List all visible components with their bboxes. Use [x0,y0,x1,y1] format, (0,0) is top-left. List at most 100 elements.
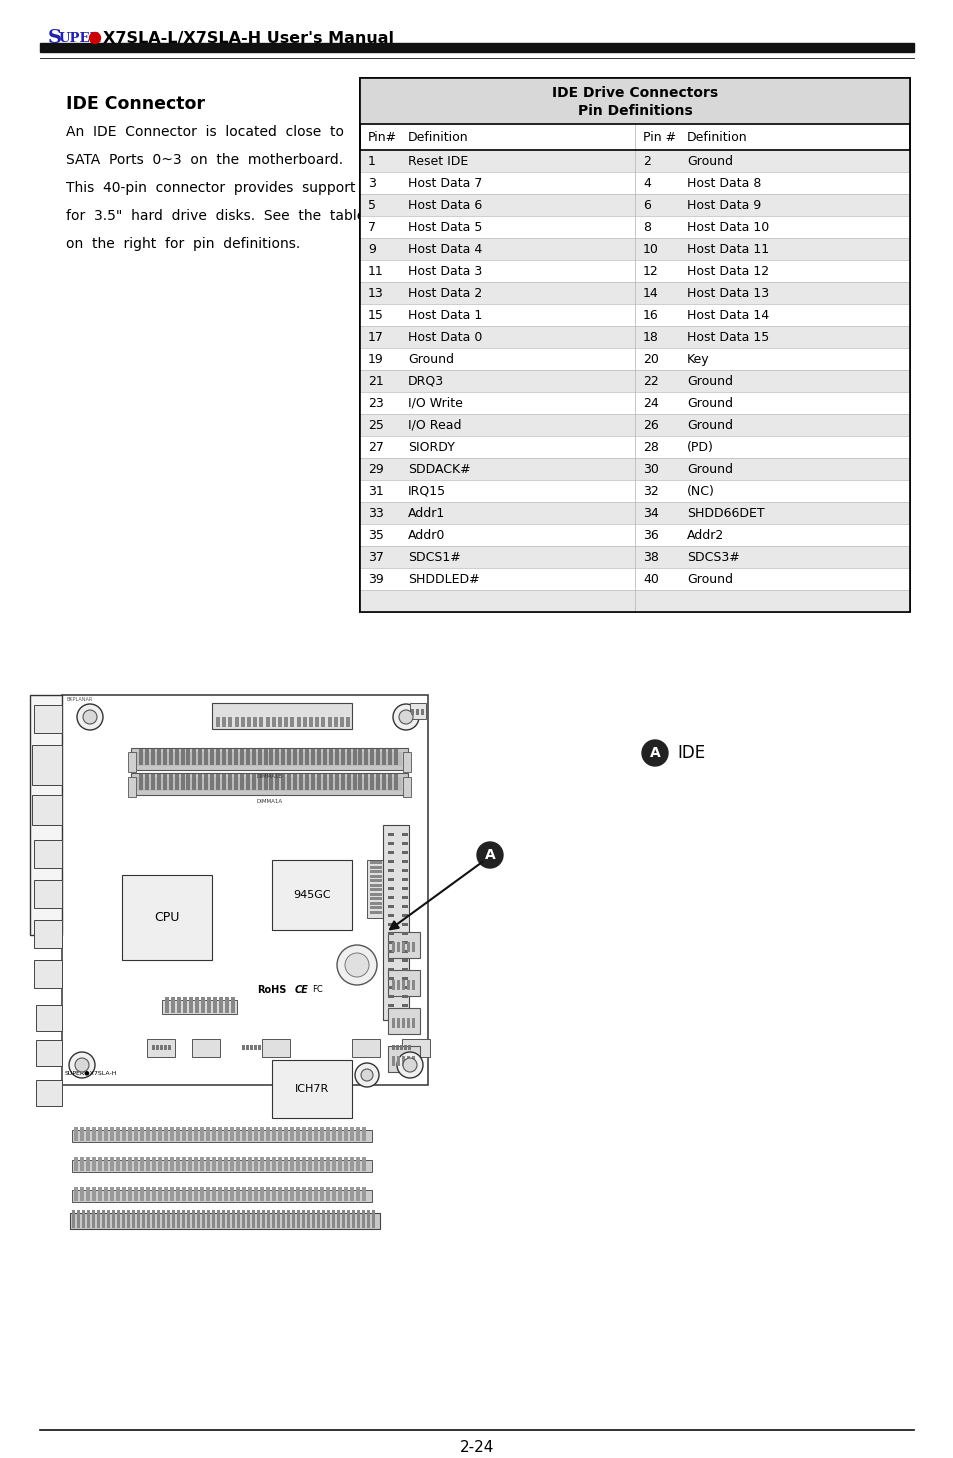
Bar [370,884,381,886]
Bar [104,1127,108,1142]
Text: 27: 27 [368,440,383,453]
Bar [382,749,386,765]
Bar [260,1127,264,1142]
Bar [110,1187,113,1201]
Bar [375,749,380,765]
Text: (PD): (PD) [686,440,713,453]
Bar [277,1127,282,1142]
Bar [139,774,143,790]
Text: X7SLA-L/X7SLA-H User's Manual: X7SLA-L/X7SLA-H User's Manual [103,31,394,45]
Bar [252,749,255,765]
Bar [296,717,300,728]
Bar [355,1127,359,1142]
Bar [388,977,394,980]
Text: 37: 37 [368,551,383,563]
Bar [290,1127,294,1142]
Bar [408,1045,411,1050]
Text: Host Data 4: Host Data 4 [408,242,482,255]
Bar [200,1158,204,1171]
Bar [359,480,909,502]
Bar [239,774,244,790]
Bar [302,1187,306,1201]
Bar [218,1127,222,1142]
Bar [206,1187,210,1201]
Bar [180,749,184,765]
Bar [263,749,267,765]
Bar [287,749,291,765]
Bar [262,1040,290,1057]
Bar [91,1158,96,1171]
Bar [156,1045,159,1050]
Text: Host Data 9: Host Data 9 [686,198,760,211]
Bar [242,1158,246,1171]
Bar [382,774,386,790]
Bar [299,749,303,765]
Bar [152,1187,156,1201]
Bar [361,1210,365,1228]
Bar [193,1187,198,1201]
Bar [401,994,408,997]
Text: 18: 18 [642,331,659,344]
Text: I/O Write: I/O Write [408,397,462,410]
Bar [36,1005,62,1031]
Bar [164,1127,168,1142]
Bar [282,1210,285,1228]
Bar [71,1210,75,1228]
Bar [401,843,408,846]
Bar [326,1158,330,1171]
Bar [316,1210,319,1228]
Bar [131,748,408,770]
Circle shape [69,1053,95,1077]
Bar [98,1158,102,1171]
Bar [188,1158,192,1171]
Bar [350,1187,354,1201]
Bar [272,1210,274,1228]
Bar [394,749,397,765]
Bar [287,1210,290,1228]
Bar [224,1158,228,1171]
Bar [213,997,216,1013]
Bar [163,749,167,765]
Text: 15: 15 [368,309,383,322]
Bar [353,774,356,790]
Bar [187,1210,190,1228]
Circle shape [393,704,418,730]
Bar [370,901,381,904]
Circle shape [345,954,369,977]
Text: This  40-pin  connector  provides  support: This 40-pin connector provides support [66,181,355,195]
Bar [34,959,62,989]
Bar [77,1210,80,1228]
Bar [222,717,226,728]
Bar [248,1158,252,1171]
Bar [341,1210,345,1228]
Bar [364,749,368,765]
Bar [193,1158,198,1171]
Bar [275,749,279,765]
Bar [34,840,62,868]
Bar [266,1187,270,1201]
Text: A: A [484,849,495,862]
Bar [334,717,337,728]
Bar [359,260,909,281]
Bar [401,897,408,900]
Bar [388,923,394,926]
Bar [332,1158,335,1171]
Bar [230,1187,233,1201]
Bar [182,1158,186,1171]
Text: 35: 35 [368,528,383,541]
Bar [212,703,352,729]
Bar [247,1210,250,1228]
Bar [267,1210,270,1228]
Bar [370,866,381,869]
Circle shape [83,710,97,725]
Text: SDCS1#: SDCS1# [408,551,460,563]
Bar [401,886,408,889]
Bar [257,749,261,765]
Text: 7: 7 [368,220,375,233]
Bar [133,1187,138,1201]
Bar [239,749,244,765]
Bar [222,749,226,765]
Text: Host Data 7: Host Data 7 [408,176,482,190]
Bar [164,1045,167,1050]
Bar [290,717,294,728]
